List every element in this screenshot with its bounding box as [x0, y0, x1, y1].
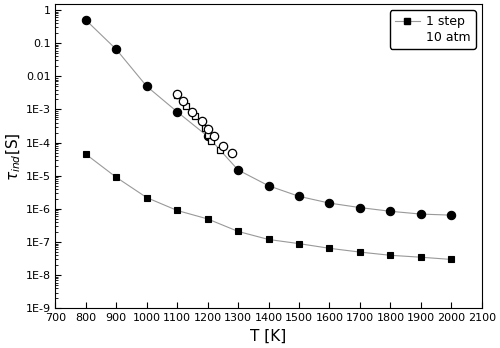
X-axis label: T [K]: T [K] [250, 329, 286, 344]
Legend: 1 step, 10 atm: 1 step, 10 atm [390, 10, 476, 49]
Y-axis label: $\tau_{ind}$[S]: $\tau_{ind}$[S] [4, 132, 22, 181]
